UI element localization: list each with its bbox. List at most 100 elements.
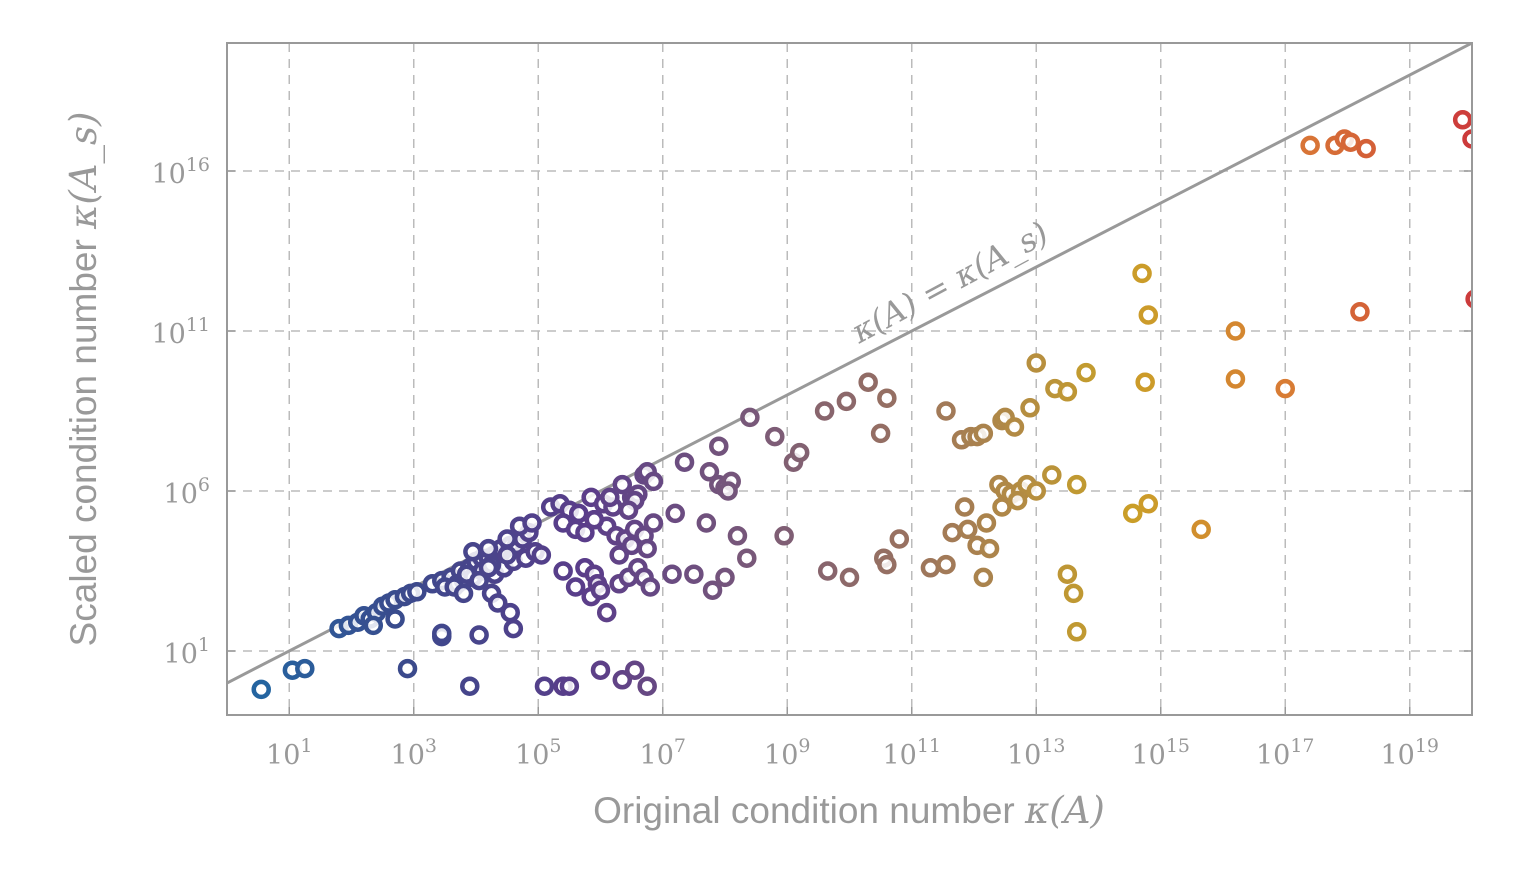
x-tick-exponent: 19	[1415, 735, 1439, 757]
data-point	[718, 481, 738, 501]
y-axis-title: Scaled condition number κ(A_s)	[62, 112, 106, 647]
data-point	[839, 567, 860, 588]
x-tick-exponent: 13	[1041, 735, 1065, 757]
x-tick-label: 1011	[882, 735, 941, 771]
data-point	[534, 676, 555, 696]
data-point	[665, 503, 685, 524]
x-tick-exponent: 11	[917, 735, 941, 757]
y-tick-label: 1011	[151, 314, 210, 350]
x-tick-label: 107	[640, 735, 686, 771]
data-point	[478, 538, 499, 559]
data-point	[295, 658, 315, 679]
data-point	[1066, 474, 1087, 495]
data-point	[453, 583, 474, 604]
data-point	[877, 554, 897, 575]
x-tick-base: 10	[882, 740, 916, 771]
data-point	[1042, 465, 1062, 485]
data-point	[699, 462, 720, 482]
x-tick-exponent: 9	[798, 735, 810, 757]
data-point	[637, 538, 657, 559]
data-point	[584, 510, 605, 530]
data-point	[497, 545, 517, 565]
x-axis-title: Original condition number κ(A)	[593, 789, 1105, 832]
y-axis-title-math: κ(A_s)	[62, 112, 106, 230]
data-point	[503, 618, 524, 639]
y-axis-title-text: Scaled condition number	[63, 229, 104, 647]
data-point	[836, 391, 857, 412]
x-tick-exponent: 5	[549, 735, 561, 757]
x-axis-title-math: κ(A)	[1024, 789, 1105, 832]
data-point	[715, 567, 735, 588]
data-point	[596, 602, 617, 623]
data-point	[590, 580, 611, 600]
data-point	[478, 558, 499, 578]
y-tick-label: 106	[164, 474, 210, 510]
data-point	[1076, 362, 1096, 383]
data-point	[973, 423, 994, 444]
data-point	[765, 426, 785, 447]
data-point	[737, 548, 757, 568]
data-point	[889, 529, 910, 549]
data-point	[942, 522, 962, 543]
data-point	[500, 602, 520, 623]
data-point	[568, 503, 589, 524]
data-point	[575, 522, 595, 543]
data-point	[469, 625, 489, 645]
data-point	[1471, 293, 1472, 299]
data-point	[618, 500, 639, 520]
data-point	[936, 401, 956, 421]
data-point	[817, 561, 838, 581]
x-tick-labels: 101 103 105 107 109 1011 1013 1015 1017 1019	[266, 735, 1439, 771]
x-tick-base: 10	[640, 740, 674, 771]
data-point	[1225, 321, 1246, 341]
x-tick-base: 10	[764, 740, 798, 771]
data-point	[565, 577, 586, 597]
data-point	[407, 582, 427, 602]
x-tick-base: 10	[1380, 740, 1414, 771]
data-point	[1057, 564, 1078, 584]
data-point	[1132, 263, 1152, 284]
data-point	[1340, 132, 1361, 152]
data-point	[600, 487, 620, 508]
data-point	[497, 529, 517, 549]
data-point	[814, 401, 835, 421]
data-point	[1350, 302, 1370, 322]
data-point	[590, 660, 611, 680]
data-point	[488, 593, 508, 613]
x-tick-base: 10	[1007, 740, 1041, 771]
data-point	[1057, 382, 1078, 402]
data-point	[870, 423, 891, 444]
x-tick-exponent: 1	[300, 735, 312, 757]
data-point	[624, 660, 645, 680]
data-point	[696, 513, 717, 533]
data-point	[460, 676, 480, 696]
data-point	[385, 609, 405, 629]
data-point	[559, 676, 580, 696]
data-point	[643, 471, 664, 492]
data-point	[1300, 135, 1320, 156]
x-tick-exponent: 17	[1290, 735, 1314, 757]
data-point	[553, 561, 573, 581]
data-point	[973, 567, 994, 588]
data-point	[1138, 305, 1159, 325]
grid-lines	[227, 43, 1472, 715]
data-point	[1225, 369, 1246, 389]
y-tick-base: 10	[164, 479, 198, 510]
data-point	[1026, 481, 1046, 501]
data-point	[877, 388, 897, 408]
data-point	[1026, 353, 1046, 373]
x-tick-base: 10	[515, 740, 549, 771]
data-point	[531, 545, 552, 565]
data-point	[612, 474, 633, 495]
y-tick-label: 101	[164, 634, 210, 670]
y-tick-label: 1016	[151, 154, 210, 190]
x-tick-exponent: 3	[425, 735, 437, 757]
axis-ticks	[227, 170, 1472, 715]
y-tick-exponent: 16	[186, 154, 210, 176]
y-tick-base: 10	[151, 319, 185, 350]
data-point	[397, 658, 418, 679]
x-tick-label: 1017	[1256, 735, 1315, 771]
data-point	[643, 513, 664, 533]
data-point	[640, 577, 661, 597]
x-tick-base: 10	[1256, 740, 1290, 771]
